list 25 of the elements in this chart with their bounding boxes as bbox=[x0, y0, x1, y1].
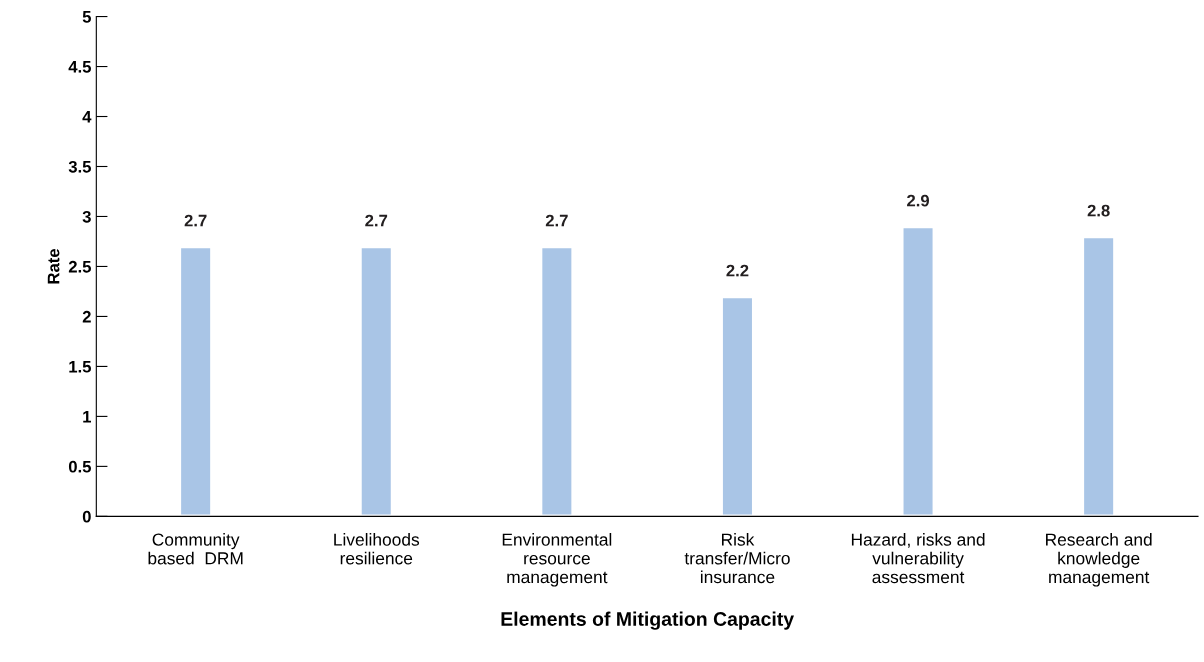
data-label: 2.7 bbox=[365, 214, 388, 227]
x-tick-label: Community based DRM bbox=[148, 533, 243, 565]
x-tick-label: Research and knowledge management bbox=[1046, 533, 1152, 587]
x-tick-label: Risk transfer/Micro insurance bbox=[684, 533, 790, 584]
y-tick-label: 5 bbox=[82, 11, 91, 23]
x-axis-title: Elements of Mitigation Capacity bbox=[501, 611, 794, 630]
y-tick-label: 3 bbox=[82, 210, 91, 223]
y-tick-label: 4 bbox=[82, 111, 92, 123]
y-tick-label: 4.5 bbox=[68, 61, 91, 73]
data-label: 2.9 bbox=[907, 194, 930, 207]
y-tick-label: 0.5 bbox=[68, 460, 91, 473]
y-axis-title: Rate bbox=[47, 248, 60, 284]
data-label: 2.8 bbox=[1087, 204, 1110, 217]
data-label: 2.7 bbox=[545, 214, 568, 227]
y-tick-label: 0 bbox=[82, 510, 91, 523]
x-tick-label: Hazard, risks and vulnerability assessment bbox=[851, 533, 985, 584]
y-tick-label: 1 bbox=[83, 410, 91, 423]
y-tick-label: 3.5 bbox=[68, 160, 91, 173]
x-tick-label: Livelihoods resilience bbox=[334, 533, 420, 565]
y-tick-label: 2.5 bbox=[68, 260, 91, 273]
y-tick-label: 1.5 bbox=[69, 360, 91, 373]
data-label: 2.7 bbox=[184, 214, 207, 227]
y-tick-label: 2 bbox=[82, 310, 91, 323]
x-tick-label: Environmental resource management bbox=[502, 533, 612, 587]
data-label: 2.2 bbox=[726, 264, 749, 277]
